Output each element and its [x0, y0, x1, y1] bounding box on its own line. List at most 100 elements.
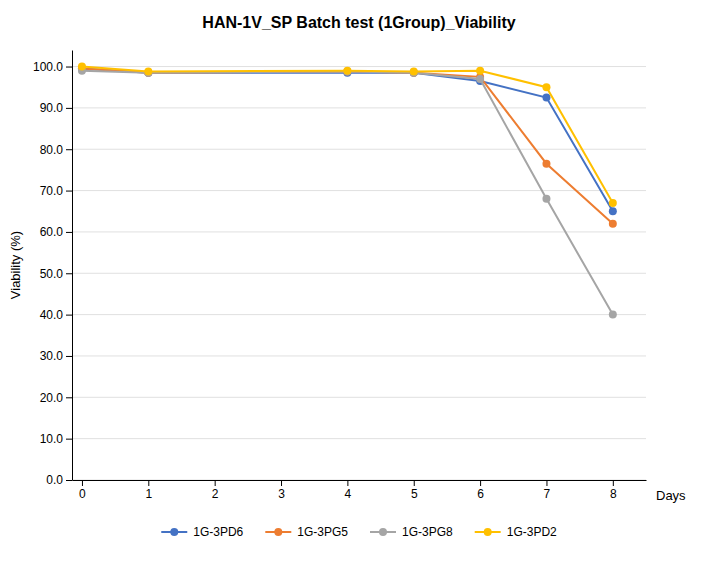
y-tick-label: 90.0 [40, 101, 64, 115]
x-tick: 8 [610, 480, 617, 501]
grid-line [72, 480, 646, 481]
plot: 0123456780.010.020.030.040.050.060.070.0… [33, 51, 647, 501]
y-tick-label: 40.0 [40, 308, 64, 322]
x-tick-label: 2 [212, 487, 219, 501]
grid-line [72, 149, 646, 150]
point [609, 220, 617, 228]
point [542, 160, 550, 168]
legend-label: 1G-3PG5 [297, 525, 348, 539]
legend-item: 1G-3PD2 [475, 525, 557, 539]
y-tick: 50.0 [40, 267, 72, 281]
point [542, 195, 550, 203]
x-tick-mark [82, 480, 83, 486]
y-tick-mark [66, 67, 72, 68]
series [78, 65, 617, 216]
point [343, 67, 351, 75]
point [476, 75, 484, 83]
y-tick-mark [66, 315, 72, 316]
y-tick-label: 70.0 [40, 184, 64, 198]
grid [72, 67, 646, 480]
x-tick: 0 [79, 480, 86, 501]
series [78, 63, 617, 207]
legend-marker [484, 528, 492, 536]
title: HAN-1V_SP Batch test (1Group)_Viability [202, 14, 515, 31]
x-tick-mark [414, 480, 415, 486]
y-tick: 60.0 [40, 225, 72, 239]
grid-line [72, 397, 646, 398]
x-tick-mark [480, 480, 481, 486]
grid-line [72, 66, 646, 67]
y-axis-line [72, 51, 73, 481]
legend-label: 1G-3PD2 [507, 525, 557, 539]
x-tick: 6 [477, 480, 484, 501]
y-tick-label: 50.0 [40, 267, 64, 281]
point [144, 68, 152, 76]
legend: 1G-3PD6 1G-3PG5 1G-3PG8 1G-3PD2 [161, 525, 557, 539]
y-tick-mark [66, 149, 72, 150]
x-tick: 1 [145, 480, 152, 501]
x-tick-label: 0 [79, 487, 86, 501]
x-tick-mark [613, 480, 614, 486]
series [78, 67, 617, 319]
x-tick-mark [347, 480, 348, 486]
point [609, 207, 617, 215]
x-tick-mark [281, 480, 282, 486]
y-tick: 90.0 [40, 101, 72, 115]
y-tick-mark [66, 397, 72, 398]
series [78, 65, 617, 228]
y-tick-mark [66, 480, 72, 481]
chart: 0123456780.010.020.030.040.050.060.070.0… [0, 0, 716, 570]
point [609, 311, 617, 319]
point [542, 94, 550, 102]
grid-line [72, 107, 646, 108]
x-tick: 5 [411, 480, 418, 501]
y-tick: 100.0 [33, 60, 72, 74]
y-tick: 80.0 [40, 143, 72, 157]
y-tick-mark [66, 232, 72, 233]
point [343, 68, 351, 76]
y-tick-mark [66, 191, 72, 192]
point [78, 63, 86, 71]
x-tick: 2 [212, 480, 219, 501]
x-tick-label: 7 [544, 487, 551, 501]
grid-line [72, 438, 646, 439]
y-tick-label: 0.0 [46, 473, 63, 487]
grid-line [72, 190, 646, 191]
x-axis: 0 1 2 3 4 5 6 7 8 [73, 480, 647, 501]
legend-item: 1G-3PD6 [161, 525, 243, 539]
legend-label: 1G-3PD6 [193, 525, 243, 539]
y-tick-mark [66, 356, 72, 357]
y-axis-title: Viability (%) [8, 231, 23, 299]
y-tick: 30.0 [40, 349, 72, 363]
y-tick-mark [66, 108, 72, 109]
x-tick-mark [546, 480, 547, 486]
y-tick: 70.0 [40, 184, 72, 198]
grid-line [72, 231, 646, 232]
x-tick: 3 [278, 480, 285, 501]
y-tick-label: 60.0 [40, 225, 64, 239]
marks [78, 63, 617, 319]
y-tick-mark [66, 439, 72, 440]
y-tick: 10.0 [40, 432, 72, 446]
legend-item: 1G-3PG5 [265, 525, 348, 539]
legend-marker [274, 528, 282, 536]
y-tick: 40.0 [40, 308, 72, 322]
x-tick-mark [148, 480, 149, 486]
point [609, 199, 617, 207]
y-tick-label: 30.0 [40, 349, 64, 363]
y-tick: 0.0 [46, 473, 72, 487]
legend-label: 1G-3PG8 [402, 525, 453, 539]
x-tick-label: 4 [345, 487, 352, 501]
x-axis-line [73, 480, 647, 481]
legend-item: 1G-3PG8 [370, 525, 453, 539]
series-line [82, 69, 613, 212]
x-tick-label: 1 [145, 487, 152, 501]
grid-line [72, 273, 646, 274]
x-tick-mark [215, 480, 216, 486]
point [476, 67, 484, 75]
y-tick-label: 100.0 [33, 60, 63, 74]
y-tick-label: 10.0 [40, 432, 64, 446]
x-tick: 7 [544, 480, 551, 501]
grid-line [72, 314, 646, 315]
series-line [82, 67, 613, 203]
